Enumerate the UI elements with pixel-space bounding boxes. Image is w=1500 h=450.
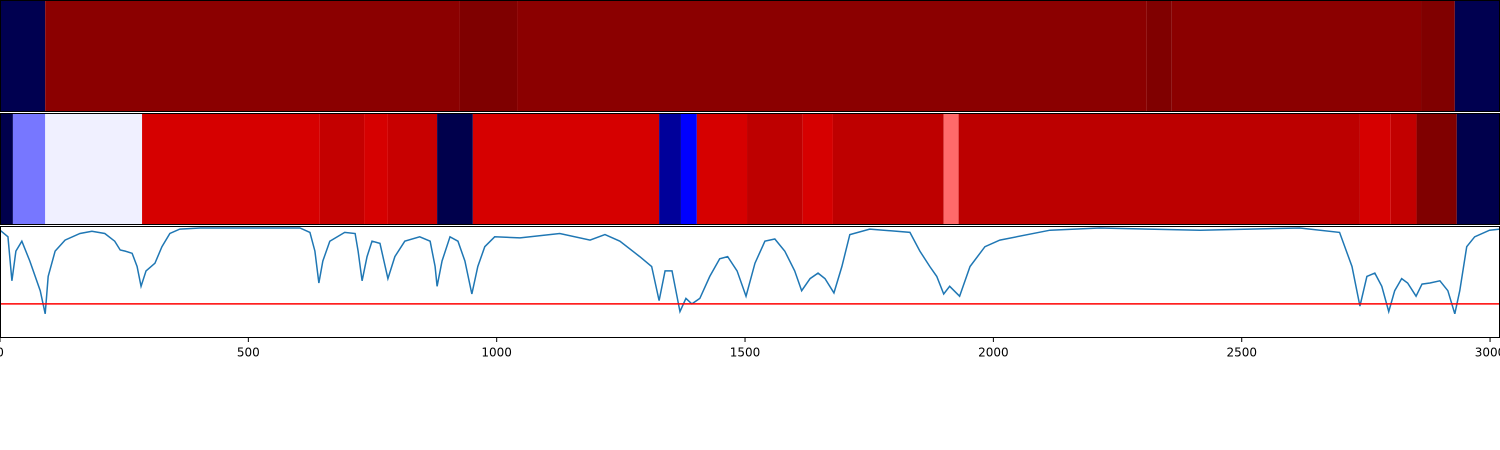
strip-cell (387, 113, 438, 225)
strip-cell (0, 113, 13, 225)
strip-cell (517, 0, 1147, 112)
strip-cell (0, 0, 46, 112)
strip-cell (659, 113, 681, 225)
strip-cell (802, 113, 833, 225)
strip-cell (437, 113, 473, 225)
strip-cell (747, 113, 803, 225)
strip-cell (696, 113, 748, 225)
x-tick-label: 0 (0, 346, 4, 360)
strip-cell (12, 113, 46, 225)
x-tick-label: 2000 (978, 346, 1009, 360)
strip-cell (45, 113, 143, 225)
x-tick-label: 3000 (1475, 346, 1500, 360)
x-tick-label: 500 (237, 346, 260, 360)
strip-cell (832, 113, 944, 225)
x-tick-label: 1500 (730, 346, 761, 360)
strip-cell (1146, 0, 1172, 112)
strip-cell (1390, 113, 1417, 225)
strip-cell (1456, 113, 1500, 225)
strip-cell (1171, 0, 1422, 112)
strip-cell (943, 113, 959, 225)
strip-cell (1454, 0, 1500, 112)
strip-cell (459, 0, 518, 112)
x-tick-label: 2500 (1226, 346, 1257, 360)
strip-cell (680, 113, 697, 225)
x-tick-label: 1000 (481, 346, 512, 360)
strip-cell (958, 113, 1360, 225)
strip-cell (1421, 0, 1455, 112)
strip-cell (142, 113, 320, 225)
strip-cell (45, 0, 460, 112)
strip-cell (319, 113, 365, 225)
data-line (0, 227, 1500, 315)
strip-cell (1359, 113, 1391, 225)
strip-cell (1416, 113, 1457, 225)
strip-cell (472, 113, 660, 225)
strip-cell (364, 113, 388, 225)
